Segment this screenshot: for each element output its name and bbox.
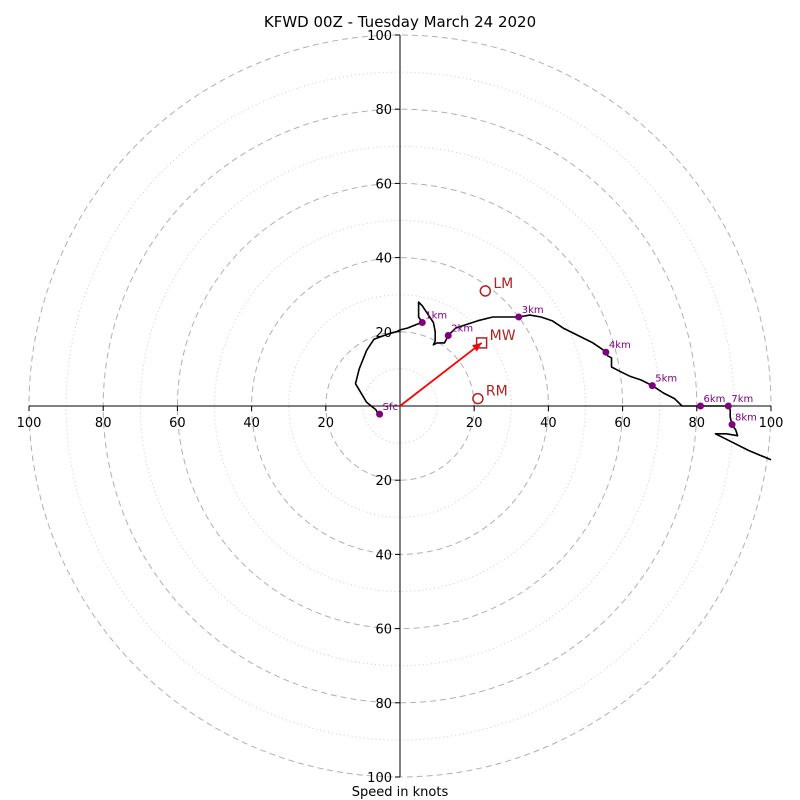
tick-label: 60: [375, 177, 392, 192]
height-marker-label: 7km: [731, 394, 753, 405]
hodograph-trace: [354, 301, 772, 461]
tick-label: 100: [367, 771, 392, 786]
tick-label: 80: [375, 697, 392, 712]
tick-label: 60: [614, 416, 631, 431]
mean-wind-marker: [475, 337, 488, 349]
left-mover-label: LM: [493, 276, 513, 292]
height-marker-label: 3km: [522, 305, 544, 316]
tick-label: 20: [318, 416, 335, 431]
height-marker-point: [724, 402, 732, 410]
height-marker-label: 2km: [451, 324, 473, 335]
tick-label: 60: [169, 416, 186, 431]
tick-label: 80: [375, 103, 392, 118]
tick-label: 40: [243, 416, 260, 431]
tick-label: 100: [17, 416, 42, 431]
hodograph-line: [354, 301, 772, 461]
height-marker-point: [648, 382, 656, 390]
height-markers: Sfc 1km 2km 3km 4km 5km 6km 7km 8km: [376, 305, 757, 429]
height-marker-label: Sfc: [383, 402, 398, 413]
height-marker-label: 8km: [735, 413, 757, 424]
right-mover-label: RM: [486, 384, 508, 400]
chart-title: KFWD 00Z - Tuesday March 24 2020: [264, 13, 536, 31]
tick-label: 40: [375, 548, 392, 563]
height-marker-label: 4km: [609, 340, 631, 351]
x-axis-label: Speed in knots: [352, 785, 449, 800]
mean-wind-arrow: [399, 342, 483, 407]
tick-label: 40: [540, 416, 557, 431]
height-marker-label: 5km: [655, 374, 677, 385]
height-marker-point: [444, 332, 452, 340]
tick-label: 20: [375, 474, 392, 489]
tick-label: 100: [367, 29, 392, 44]
tick-marks: 100 80 60 40 20 20 40 60 80 100204060801002040608…: [17, 29, 784, 786]
height-marker-point: [697, 402, 705, 410]
height-marker-point: [728, 421, 736, 429]
storm-motion-markers: LM RM MW: [399, 276, 516, 407]
tick-label: 80: [689, 416, 706, 431]
height-marker-label: 1km: [425, 311, 447, 322]
left-mover-marker: [479, 285, 492, 297]
height-marker-point: [602, 348, 610, 356]
right-mover-marker: [472, 392, 484, 405]
tick-label: 40: [375, 252, 392, 267]
tick-label: 100: [759, 416, 784, 431]
tick-label: 60: [375, 623, 392, 638]
tick-label: 20: [466, 416, 483, 431]
height-marker-point: [376, 410, 384, 418]
height-marker-point: [418, 319, 426, 327]
mean-wind-label: MW: [490, 328, 516, 344]
height-marker-point: [515, 313, 523, 321]
tick-label: 80: [95, 416, 112, 431]
height-marker-label: 6km: [704, 394, 726, 405]
